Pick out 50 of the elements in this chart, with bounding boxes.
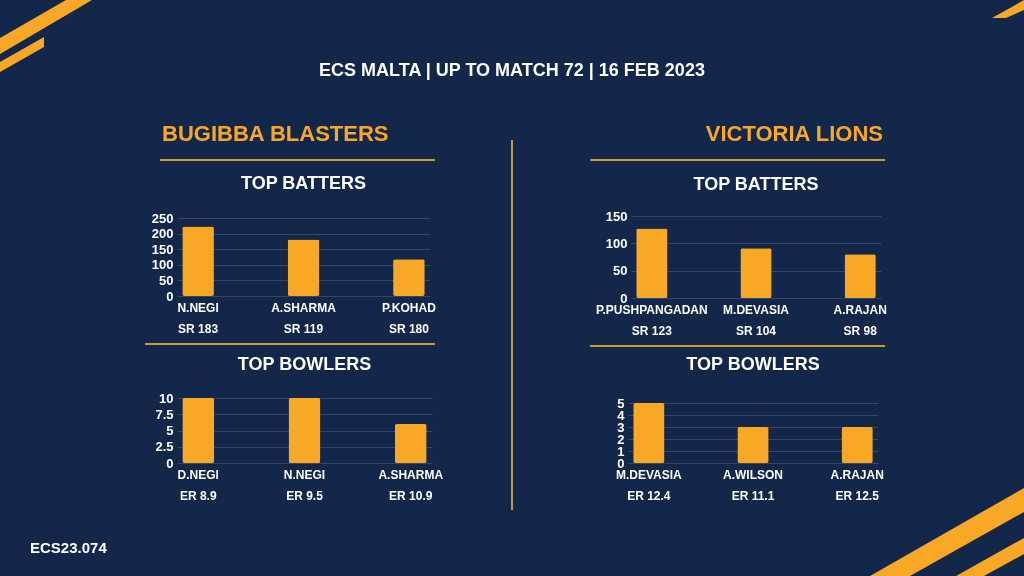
y-tick-label: 250 [151, 210, 174, 226]
text: SR 183 [178, 322, 219, 336]
y-tick-label: 200 [151, 226, 174, 242]
y-tick-label: 150 [151, 241, 174, 257]
y-tick-label: 10 [159, 390, 174, 406]
x-tick-label: P.KOHAD [382, 300, 437, 315]
y-tick-label: 50 [613, 263, 628, 279]
chart-title: TOP BOWLERS [237, 354, 372, 374]
x-tick-label: A.RAJAN [833, 302, 887, 317]
text: SR 98 [843, 324, 878, 338]
text: ECS MALTA | UP TO MATCH 72 | 16 FEB 2023 [318, 60, 706, 81]
y-tick-label: 2.5 [155, 439, 174, 455]
x-tick-label: A.RAJAN [830, 467, 884, 482]
text: VICTORIA LIONS [705, 121, 883, 147]
text: ER 12.4 [627, 489, 671, 503]
text: ER 11.1 [731, 489, 775, 503]
y-tick-label: 100 [605, 235, 628, 251]
x-tick-label: A.SHARMA [378, 467, 444, 482]
chart-title: TOP BATTERS [693, 174, 819, 194]
bar [844, 254, 876, 298]
x-tick-label: N.NEGI [283, 467, 326, 482]
text: BUGIBBA BLASTERS [162, 121, 389, 147]
y-tick-label: 7.5 [155, 406, 174, 422]
text: ECS23.074 [30, 539, 107, 556]
y-tick-label: 50 [159, 272, 174, 288]
bar [740, 248, 772, 298]
bar [182, 226, 214, 296]
chart-title: TOP BOWLERS [686, 354, 820, 374]
text: SR 180 [388, 322, 430, 336]
x-tick-label: A.SHARMA [271, 300, 337, 315]
bar [393, 259, 425, 296]
x-tick-label: M.DEVASIA [723, 302, 790, 317]
bar [636, 228, 668, 298]
text: SR 104 [735, 324, 777, 338]
chart-title: TOP BATTERS [240, 173, 367, 193]
text: SR 123 [631, 324, 673, 338]
x-tick-label: N.NEGI [177, 300, 219, 315]
text: SR 119 [283, 322, 324, 336]
text: ER 9.5 [286, 489, 324, 503]
x-tick-label: D.NEGI [177, 467, 219, 482]
bar [287, 239, 320, 296]
text: ER 10.9 [389, 489, 433, 503]
y-tick-label: 0 [166, 455, 174, 471]
text: ER 8.9 [179, 489, 217, 503]
text: ER 12.5 [835, 489, 880, 503]
y-tick-label: 0 [166, 288, 174, 304]
x-tick-label: A.WILSON [723, 467, 783, 482]
y-tick-label: 100 [151, 257, 174, 273]
y-tick-label: 150 [605, 208, 628, 224]
y-tick-label: 5 [166, 423, 174, 438]
